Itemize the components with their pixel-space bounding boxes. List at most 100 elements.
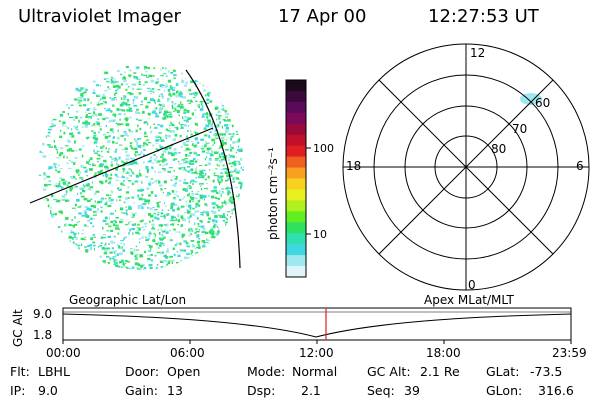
image-speckle	[85, 116, 89, 119]
image-speckle	[102, 118, 106, 121]
image-speckle	[122, 249, 126, 252]
colorbar-segment	[286, 156, 306, 169]
image-speckle	[106, 132, 110, 134]
image-speckle	[115, 142, 118, 144]
image-speckle	[150, 191, 154, 194]
image-speckle	[133, 161, 138, 164]
image-speckle	[182, 96, 186, 99]
image-speckle	[169, 220, 172, 222]
image-speckle	[227, 119, 231, 122]
image-speckle	[218, 147, 220, 149]
image-speckle	[192, 183, 194, 185]
image-speckle	[121, 160, 124, 163]
image-speckle	[201, 116, 205, 118]
image-speckle	[147, 244, 151, 246]
image-speckle	[171, 190, 175, 193]
image-speckle	[220, 102, 223, 104]
image-speckle	[133, 72, 137, 74]
image-speckle	[182, 161, 185, 164]
image-speckle	[38, 174, 42, 176]
image-speckle	[167, 256, 169, 258]
image-speckle	[71, 161, 73, 163]
image-speckle	[149, 231, 151, 233]
image-speckle	[125, 172, 129, 174]
image-speckle	[175, 108, 177, 112]
image-speckle	[210, 150, 214, 153]
image-speckle	[154, 180, 158, 183]
image-speckle	[240, 186, 244, 189]
image-speckle	[218, 209, 220, 212]
gcalt-label: GC Alt:	[367, 364, 411, 379]
image-speckle	[93, 141, 96, 144]
image-speckle	[55, 183, 58, 185]
image-speckle	[144, 81, 147, 84]
image-speckle	[218, 214, 222, 216]
image-speckle	[213, 172, 216, 175]
image-speckle	[135, 77, 139, 80]
image-speckle	[233, 169, 236, 173]
image-speckle	[217, 124, 220, 127]
image-speckle	[214, 107, 218, 110]
image-speckle	[104, 135, 109, 139]
image-speckle	[42, 188, 46, 191]
image-speckle	[119, 188, 122, 191]
image-speckle	[146, 170, 149, 174]
image-speckle	[130, 174, 132, 177]
image-speckle	[162, 235, 164, 238]
image-speckle	[116, 253, 119, 256]
image-speckle	[170, 72, 172, 75]
image-speckle	[181, 159, 186, 161]
image-speckle	[158, 224, 162, 227]
image-speckle	[201, 245, 206, 248]
image-speckle	[59, 168, 63, 170]
image-speckle	[107, 140, 111, 143]
image-speckle	[163, 224, 167, 226]
image-speckle	[121, 259, 124, 263]
image-speckle	[219, 133, 224, 136]
image-speckle	[104, 107, 107, 110]
image-speckle	[174, 204, 178, 206]
image-speckle	[125, 209, 128, 211]
image-speckle	[136, 118, 138, 121]
image-speckle	[181, 235, 184, 239]
image-speckle	[123, 76, 125, 78]
image-speckle	[194, 122, 198, 126]
image-speckle	[102, 234, 106, 236]
image-speckle	[60, 114, 64, 117]
image-speckle	[224, 110, 227, 113]
image-speckle	[175, 191, 178, 193]
image-speckle	[147, 250, 152, 252]
image-speckle	[75, 87, 79, 91]
image-speckle	[211, 121, 213, 125]
image-speckle	[211, 232, 215, 236]
image-speckle	[180, 92, 183, 95]
image-speckle	[173, 193, 177, 195]
image-speckle	[163, 180, 167, 184]
image-speckle	[173, 77, 176, 79]
image-speckle	[172, 102, 174, 105]
image-speckle	[230, 201, 234, 204]
image-speckle	[127, 104, 131, 106]
image-speckle	[208, 230, 212, 234]
image-speckle	[90, 198, 93, 201]
image-speckle	[103, 252, 107, 255]
image-speckle	[61, 178, 65, 182]
image-speckle	[131, 212, 134, 216]
image-speckle	[86, 136, 90, 139]
image-speckle	[87, 244, 90, 247]
image-speckle	[187, 245, 191, 248]
image-speckle	[159, 104, 162, 106]
image-speckle	[47, 184, 52, 186]
image-speckle	[193, 181, 197, 183]
image-speckle	[167, 192, 171, 195]
image-speckle	[140, 104, 144, 106]
image-speckle	[109, 251, 113, 254]
image-speckle	[125, 88, 128, 91]
image-speckle	[207, 92, 212, 94]
image-speckle	[185, 245, 188, 248]
image-speckle	[110, 190, 112, 193]
colorbar-segment	[286, 255, 306, 267]
image-speckle	[121, 176, 126, 179]
image-speckle	[88, 159, 91, 162]
image-speckle	[222, 158, 225, 160]
